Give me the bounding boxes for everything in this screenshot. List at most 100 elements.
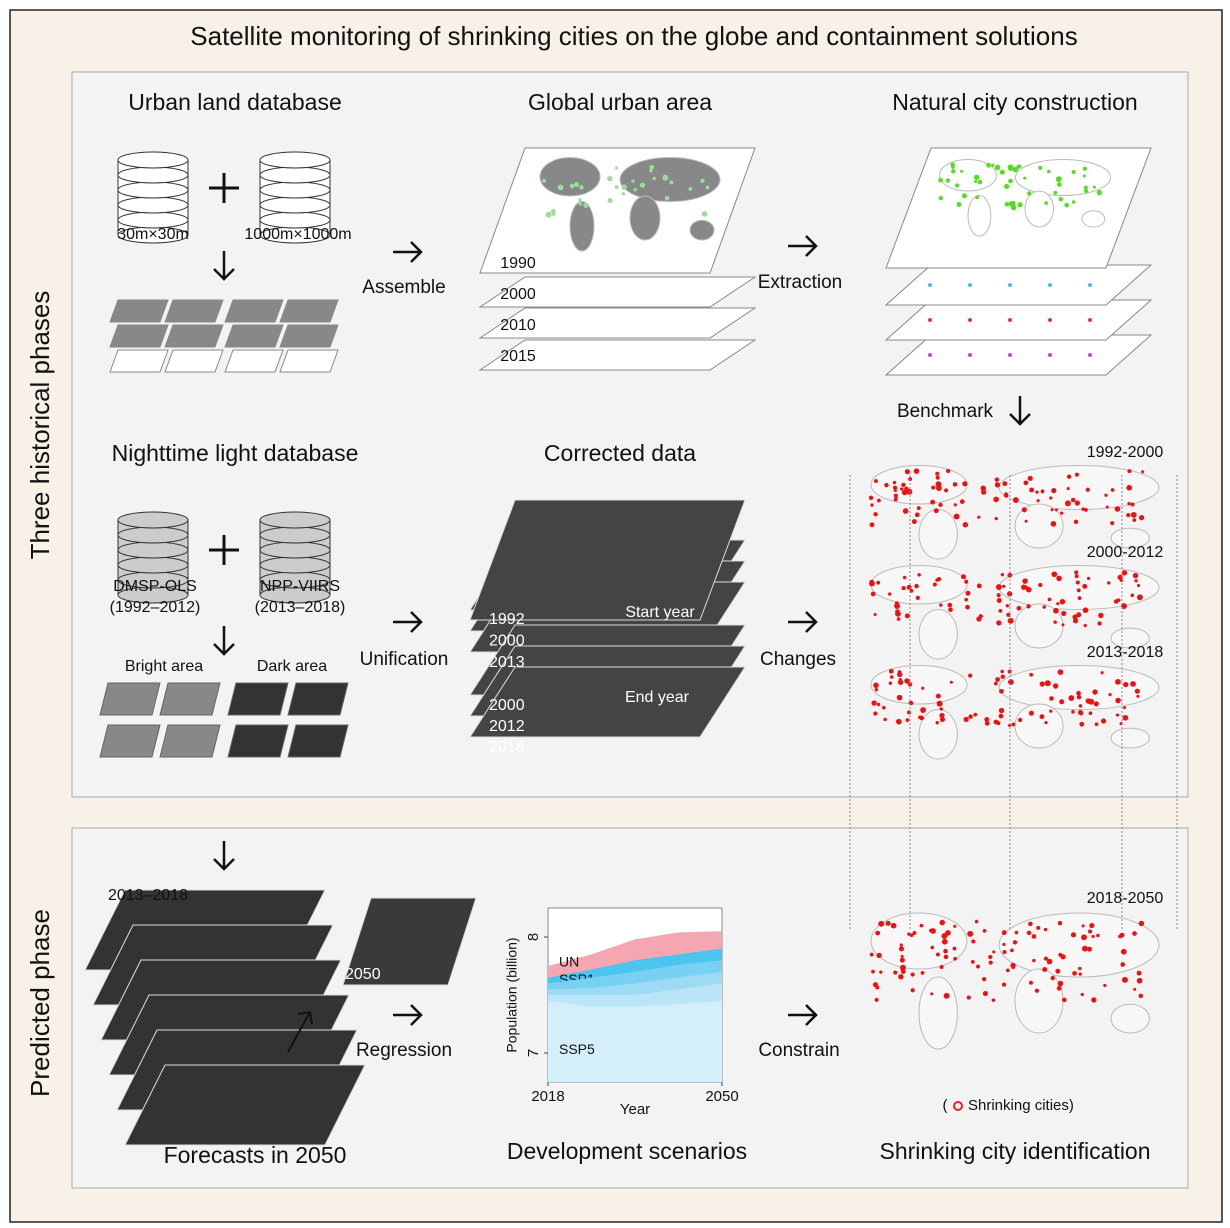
layer [109, 299, 169, 323]
city-dot [1055, 968, 1061, 974]
layer [224, 324, 284, 348]
city-dot [1010, 948, 1014, 953]
city-dot [988, 954, 993, 960]
city-dot [1061, 623, 1065, 627]
city-dot [1022, 578, 1028, 584]
city-dot [1036, 925, 1041, 930]
city-dot [939, 965, 944, 969]
city-dot [1044, 680, 1051, 687]
city-dot [888, 668, 894, 674]
city-dot [1071, 710, 1075, 714]
city-dot [887, 592, 892, 596]
city-dot [982, 977, 987, 982]
continent [619, 157, 721, 202]
city-dot [910, 988, 915, 993]
legend: ( [943, 1097, 948, 1114]
city-dot [936, 952, 940, 957]
city-dot [1050, 508, 1054, 512]
city-dot [1007, 164, 1014, 171]
city-dot [1050, 975, 1055, 981]
city-dot [1057, 980, 1064, 987]
city-dot [1044, 201, 1048, 205]
city-dot [895, 610, 901, 617]
city-dot [1126, 484, 1133, 491]
city-dot [904, 613, 910, 619]
city-dot [1089, 922, 1095, 929]
city-dot [945, 930, 951, 936]
period-label: 2000-2012 [1087, 544, 1164, 561]
city-dot [1127, 469, 1132, 474]
city-dot [1081, 945, 1088, 952]
city-dot [953, 513, 960, 520]
city-dot [1042, 967, 1048, 972]
cylinder [259, 166, 331, 184]
city-dot [664, 195, 670, 201]
layer [224, 299, 284, 323]
layer-label: Start year [625, 604, 695, 621]
city-dot [1070, 497, 1076, 503]
city-dot [912, 930, 917, 935]
continent [918, 509, 958, 560]
city-dot [871, 969, 875, 974]
city-dot [1096, 933, 1100, 938]
city-dot [1088, 318, 1092, 322]
city-dot [962, 481, 968, 487]
city-dot [1072, 970, 1077, 976]
city-dot [1130, 593, 1135, 598]
city-dot [1080, 992, 1084, 997]
city-dot [1088, 283, 1092, 287]
city-dot [1002, 584, 1006, 588]
city-dot [892, 485, 898, 490]
city-dot [1002, 950, 1007, 955]
city-dot [993, 496, 999, 503]
continent [1014, 703, 1064, 749]
city-dot [999, 169, 1005, 175]
city-dot [943, 992, 950, 999]
layer [884, 264, 1153, 306]
city-dot [649, 168, 653, 173]
city-dot [1091, 997, 1097, 1003]
cylinder [117, 511, 189, 529]
city-dot [701, 211, 708, 217]
layer [469, 499, 746, 621]
city-dot [935, 475, 940, 480]
layer [279, 299, 339, 323]
city-dot [1062, 997, 1067, 1003]
city-dot [914, 512, 920, 518]
heading: Natural city construction [892, 89, 1137, 115]
city-dot [995, 677, 1000, 682]
city-dot [1021, 507, 1027, 513]
city-dot [1029, 980, 1033, 985]
city-dot [936, 485, 942, 492]
city-dot [1038, 165, 1043, 170]
city-dot [1016, 164, 1021, 169]
continent [918, 709, 958, 760]
city-dot [1000, 669, 1004, 674]
city-dot [662, 174, 669, 181]
city-dot [967, 930, 974, 937]
cylinder [117, 541, 189, 559]
year-label: 2012 [489, 718, 525, 735]
cylinder [259, 511, 331, 529]
city-dot [874, 687, 879, 692]
city-dot [991, 163, 995, 167]
layer [287, 682, 349, 716]
city-dot [1027, 475, 1033, 481]
city-dot [649, 164, 655, 170]
step-label: Benchmark [897, 401, 994, 422]
city-dot [614, 185, 619, 190]
city-dot [876, 702, 881, 707]
city-dot [910, 972, 915, 977]
city-dot [878, 920, 885, 927]
city-dot [917, 573, 921, 577]
continent [629, 195, 661, 241]
cylinder [259, 541, 331, 559]
city-dot [938, 177, 944, 183]
legend: Shrinking cities) [968, 1097, 1074, 1114]
heading: Urban land database [128, 89, 342, 115]
city-dot [1029, 487, 1035, 493]
year-label: 2010 [500, 317, 536, 334]
city-dot [1082, 174, 1086, 178]
step-label: Unification [360, 649, 449, 670]
layer [164, 349, 224, 373]
